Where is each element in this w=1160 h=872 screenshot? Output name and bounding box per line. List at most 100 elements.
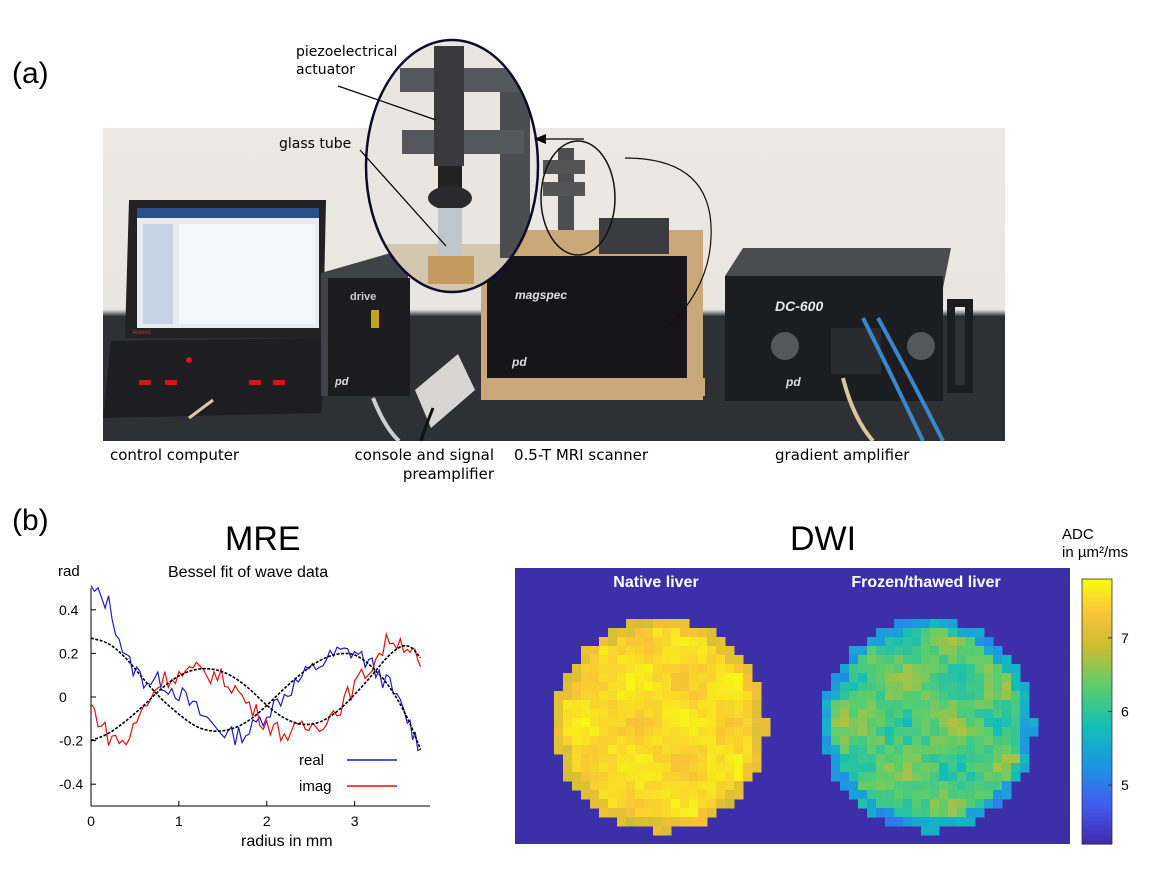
colorbar-segment — [1082, 791, 1112, 797]
adc-pixel — [635, 709, 645, 719]
adc-pixel — [653, 763, 663, 773]
adc-pixel — [563, 736, 573, 746]
adc-pixel — [626, 817, 636, 827]
adc-pixel — [948, 790, 958, 800]
adc-pixel — [957, 700, 967, 710]
adc-pixel — [644, 799, 654, 809]
adc-pixel — [840, 718, 850, 728]
adc-pixel — [680, 700, 690, 710]
adc-pixel — [876, 646, 886, 656]
adc-pixel — [948, 700, 958, 710]
adc-pixel — [912, 637, 922, 647]
adc-pixel — [617, 682, 627, 692]
adc-pixel — [876, 700, 886, 710]
adc-pixel — [725, 700, 735, 710]
adc-pixel — [903, 763, 913, 773]
adc-pixel — [975, 646, 985, 656]
adc-pixel — [698, 682, 708, 692]
adc-pixel — [939, 628, 949, 638]
adc-pixel — [644, 628, 654, 638]
adc-pixel — [689, 736, 699, 746]
adc-pixel — [948, 646, 958, 656]
adc-pixel — [662, 781, 672, 791]
adc-pixel — [752, 727, 762, 737]
colorbar-segment — [1082, 614, 1112, 620]
colorbar-segment — [1082, 618, 1112, 624]
colorbar-segment — [1082, 636, 1112, 642]
adc-pixel — [617, 628, 627, 638]
adc-pixel — [930, 655, 940, 665]
adc-pixel — [617, 646, 627, 656]
adc-pixel — [966, 691, 976, 701]
adc-pixel — [993, 763, 1003, 773]
adc-pixel — [1020, 718, 1030, 728]
adc-pixel — [903, 817, 913, 827]
adc-pixel — [590, 790, 600, 800]
adc-pixel — [912, 736, 922, 746]
adc-pixel — [984, 754, 994, 764]
adc-pixel — [698, 709, 708, 719]
adc-pixel — [617, 718, 627, 728]
adc-pixel — [975, 664, 985, 674]
adc-pixel — [894, 637, 904, 647]
adc-pixel — [662, 727, 672, 737]
adc-pixel — [921, 709, 931, 719]
colorbar-segment — [1082, 596, 1112, 602]
adc-pixel — [734, 700, 744, 710]
adc-pixel — [626, 628, 636, 638]
adc-pixel — [984, 745, 994, 755]
colorbar-segment — [1082, 632, 1112, 638]
adc-pixel — [984, 664, 994, 674]
adc-pixel — [930, 646, 940, 656]
adc-pixel — [635, 691, 645, 701]
adc-pixel — [635, 646, 645, 656]
adc-pixel — [876, 790, 886, 800]
adc-pixel — [912, 718, 922, 728]
adc-pixel — [698, 763, 708, 773]
colorbar-segment — [1082, 592, 1112, 598]
adc-pixel — [716, 790, 726, 800]
adc-pixel — [930, 781, 940, 791]
adc-pixel — [680, 655, 690, 665]
adc-pixel — [617, 817, 627, 827]
adc-pixel — [590, 727, 600, 737]
adc-pixel — [626, 745, 636, 755]
adc-pixel — [822, 691, 832, 701]
adc-pixel — [831, 709, 841, 719]
adc-pixel — [626, 754, 636, 764]
adc-pixel — [752, 700, 762, 710]
adc-pixel — [716, 718, 726, 728]
adc-pixel — [581, 718, 591, 728]
adc-pixel — [894, 628, 904, 638]
adc-pixel — [671, 736, 681, 746]
adc-pixel — [894, 646, 904, 656]
colorbar-segment — [1082, 601, 1112, 607]
adc-pixel — [912, 655, 922, 665]
adc-pixel — [635, 745, 645, 755]
adc-pixel — [617, 754, 627, 764]
adc-pixel — [617, 727, 627, 737]
adc-pixel — [912, 727, 922, 737]
adc-pixel — [921, 763, 931, 773]
adc-pixel — [563, 718, 573, 728]
adc-pixel — [957, 664, 967, 674]
adc-pixel — [743, 763, 753, 773]
mre-subtitle: Bessel fit of wave data — [168, 564, 329, 581]
legend-label-real: real — [299, 752, 324, 769]
colorbar-segment — [1082, 649, 1112, 655]
adc-pixel — [671, 772, 681, 782]
adc-pixel — [885, 637, 895, 647]
adc-pixel — [894, 763, 904, 773]
adc-pixel — [635, 790, 645, 800]
adc-pixel — [626, 772, 636, 782]
laptop-brand: lenovo — [133, 330, 151, 336]
adc-pixel — [930, 718, 940, 728]
adc-pixel — [966, 817, 976, 827]
fit-curve — [90, 637, 422, 750]
adc-pixel — [635, 673, 645, 683]
adc-pixel — [707, 736, 717, 746]
adc-pixel — [635, 799, 645, 809]
adc-pixel — [885, 790, 895, 800]
adc-pixel — [912, 619, 922, 629]
adc-pixel — [1002, 727, 1012, 737]
